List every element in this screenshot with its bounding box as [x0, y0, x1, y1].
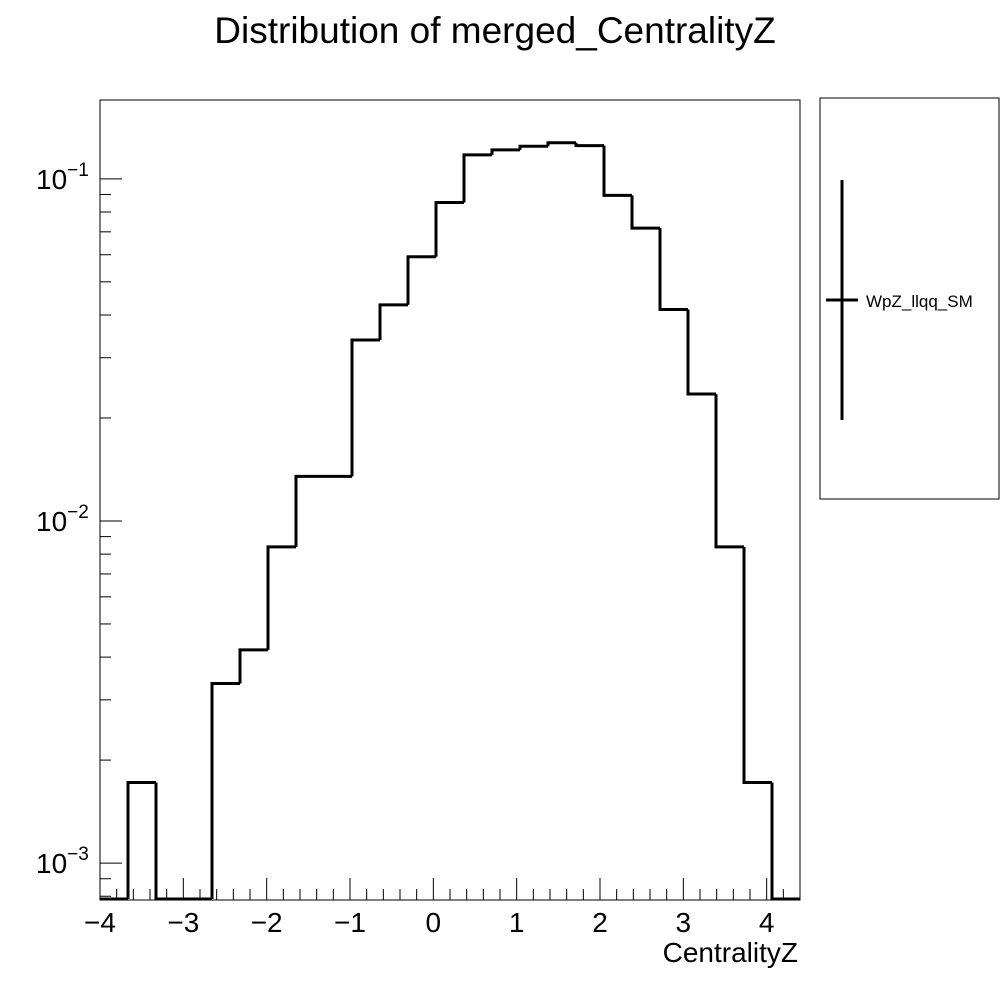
y-tick-label: 10−1 — [36, 160, 89, 195]
histogram-bin — [714, 394, 744, 549]
histogram-bin — [294, 474, 324, 547]
x-axis-label: CentralityZ — [662, 937, 798, 968]
legend-entry-label: WpZ_llqq_SM — [866, 292, 973, 311]
histogram-bin — [658, 228, 688, 312]
x-tick-label: 2 — [592, 907, 608, 938]
histogram-bin — [238, 648, 268, 684]
histogram-bin — [546, 141, 576, 147]
histogram-bin — [574, 142, 604, 148]
histogram-bin — [602, 145, 632, 197]
histogram-bin — [630, 195, 660, 230]
histogram-bin — [742, 546, 772, 785]
histogram-bin — [126, 781, 156, 899]
x-tick-label: 1 — [509, 907, 525, 938]
x-tick-label: 3 — [676, 907, 692, 938]
histogram-bin — [434, 200, 464, 257]
y-tick-label: 10−2 — [36, 502, 89, 537]
x-tick-label: −3 — [167, 907, 199, 938]
histogram-bin — [154, 782, 184, 901]
x-tick-label: −1 — [334, 907, 366, 938]
histogram-bin — [378, 303, 408, 341]
histogram-bin — [518, 144, 548, 150]
x-tick-label: −4 — [84, 907, 116, 938]
histogram-bin — [406, 255, 436, 305]
x-tick-label: −2 — [251, 907, 283, 938]
histogram-bin — [210, 681, 240, 899]
chart-title: Distribution of merged_CentralityZ — [214, 10, 776, 51]
x-tick-label: 0 — [426, 907, 442, 938]
plot-frame — [99, 99, 801, 901]
x-tick-label: 4 — [759, 907, 775, 938]
histogram-bin — [770, 782, 800, 901]
histogram-bin — [462, 153, 492, 203]
y-tick-label: 10−3 — [36, 844, 89, 879]
histogram-bin — [490, 148, 520, 155]
histogram-bin — [350, 338, 380, 477]
histogram-bin — [686, 309, 716, 396]
histogram-bin — [266, 545, 296, 650]
